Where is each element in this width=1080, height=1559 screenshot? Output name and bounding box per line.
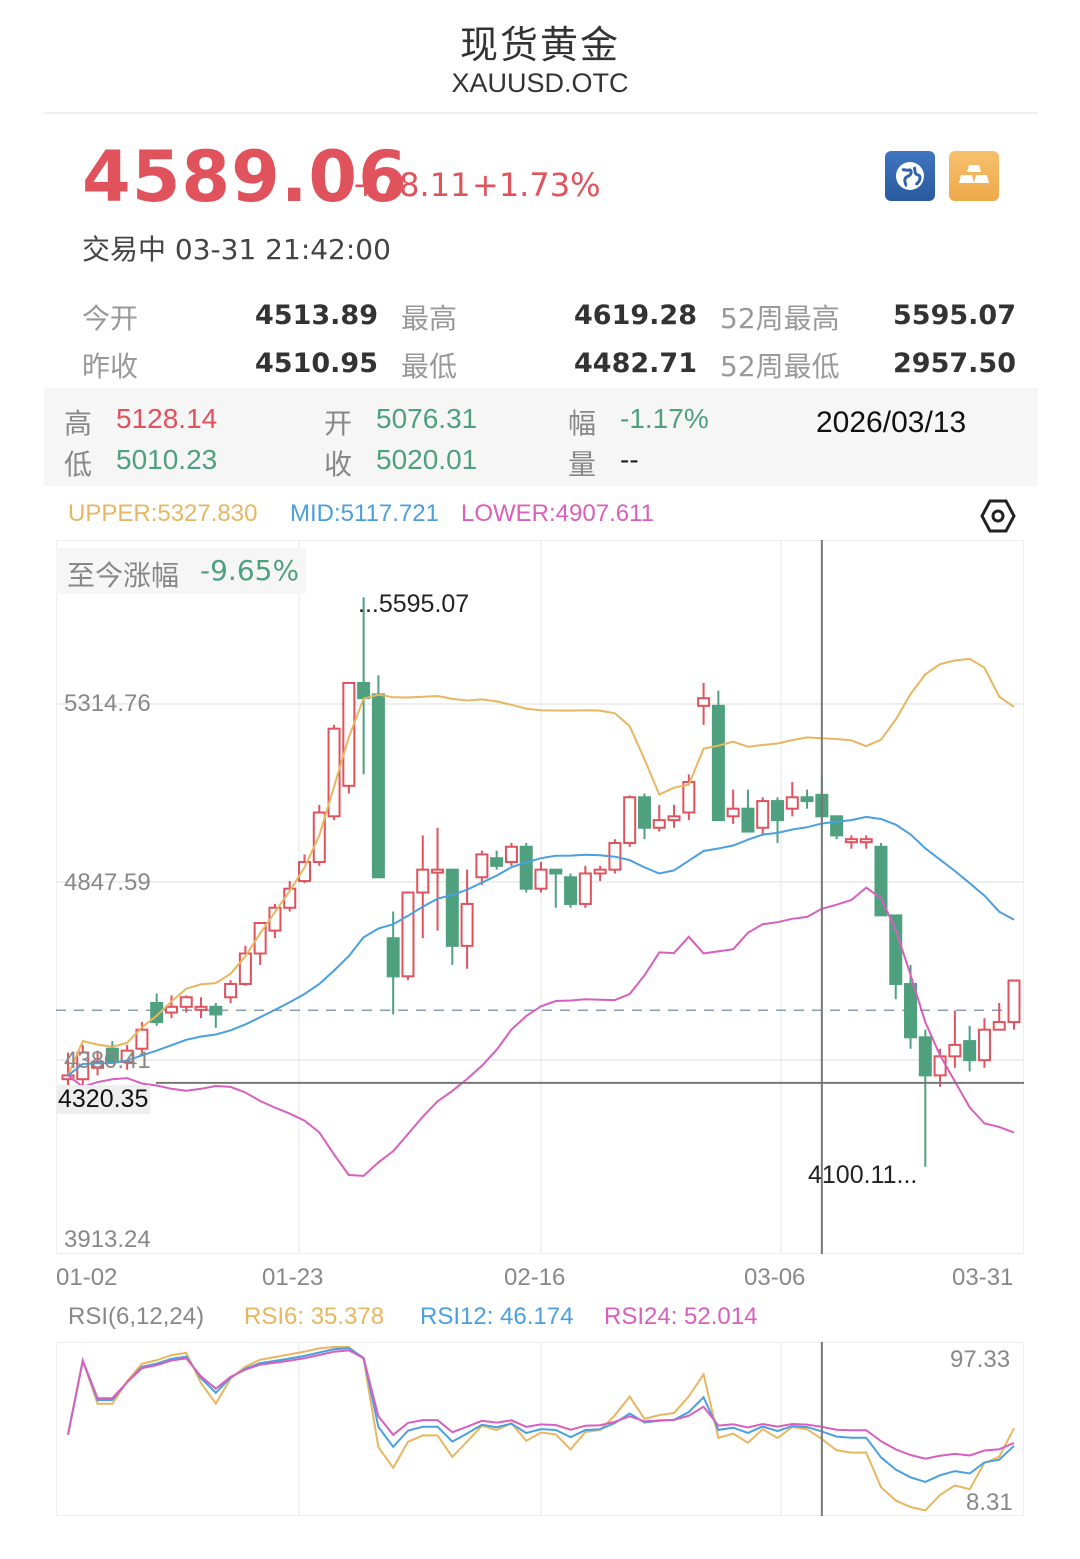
x-axis-label: 03-31 xyxy=(952,1264,1014,1291)
stat-label-high: 最高 xyxy=(401,302,458,335)
x-axis-label: 01-02 xyxy=(56,1264,118,1291)
x-axis-label: 01-23 xyxy=(262,1264,324,1291)
info-amp-label: 幅 xyxy=(568,407,597,440)
period-change-box: 至今涨幅 -9.65% xyxy=(56,548,306,594)
info-low-label: 低 xyxy=(64,448,93,481)
min-price-marker: 4100.11... xyxy=(808,1161,918,1189)
status-text: 交易中 xyxy=(82,233,167,266)
globe-icon[interactable] xyxy=(885,151,935,201)
x-axis-label: 02-16 xyxy=(504,1264,566,1291)
info-vol-value: -- xyxy=(620,444,639,475)
stat-label-52w-high: 52周最高 xyxy=(720,302,840,335)
boll-lower-legend: LOWER:4907.611 xyxy=(461,500,654,527)
symbol-code: XAUUSD.OTC xyxy=(451,68,629,98)
rsi-chart[interactable] xyxy=(56,1342,1024,1516)
info-open-value: 5076.31 xyxy=(376,403,478,434)
crosshair-price-label: 4320.35 xyxy=(56,1085,151,1114)
crosshair-info-panel: 高 5128.14 低 5010.23 开 5076.31 收 5020.01 … xyxy=(44,388,1038,486)
info-high-value: 5128.14 xyxy=(116,403,218,434)
price-change-pct: +1.73% xyxy=(472,166,601,204)
info-amp-value: -1.17% xyxy=(620,403,709,434)
rsi-title: RSI(6,12,24) xyxy=(68,1303,205,1330)
kline-chart[interactable] xyxy=(56,540,1024,1254)
page-title: 现货黄金 xyxy=(459,23,620,67)
stat-value-52w-low: 2957.50 xyxy=(893,348,1016,379)
info-low-value: 5010.23 xyxy=(116,444,218,475)
stat-label-prev-close: 昨收 xyxy=(82,350,139,383)
rsi-min-label: 8.31 xyxy=(966,1489,1013,1516)
rsi12-legend: RSI12: 46.174 xyxy=(420,1303,574,1330)
divider xyxy=(44,112,1038,114)
stat-label-low: 最低 xyxy=(401,350,458,383)
x-axis-label: 03-06 xyxy=(744,1264,806,1291)
price-change: +78.11 xyxy=(352,166,471,204)
y-axis-label: 3913.24 xyxy=(64,1226,151,1253)
info-date: 2026/03/13 xyxy=(816,406,967,439)
y-axis-label: 4847.59 xyxy=(64,869,151,896)
info-open-label: 开 xyxy=(324,407,353,440)
stat-value-open: 4513.89 xyxy=(255,300,378,331)
y-axis-label: 5314.76 xyxy=(64,690,151,717)
status-time: 03-31 21:42:00 xyxy=(174,233,391,266)
gold-bars-icon[interactable] xyxy=(949,151,999,201)
info-high-label: 高 xyxy=(64,407,93,440)
stat-value-high: 4619.28 xyxy=(574,300,697,331)
boll-upper-legend: UPPER:5327.830 xyxy=(68,500,258,527)
stat-value-52w-high: 5595.07 xyxy=(893,300,1016,331)
rsi24-legend: RSI24: 52.014 xyxy=(604,1303,758,1330)
stat-label-52w-low: 52周最低 xyxy=(720,350,840,383)
stat-value-low: 4482.71 xyxy=(574,348,697,379)
y-axis-label: 4380.41 xyxy=(64,1047,151,1074)
period-change-value: -9.65% xyxy=(200,554,300,587)
rsi-max-label: 97.33 xyxy=(950,1346,1011,1373)
stat-label-open: 今开 xyxy=(82,302,139,335)
stat-value-prev-close: 4510.95 xyxy=(255,348,378,379)
indicator-settings-icon[interactable] xyxy=(978,496,1018,536)
period-change-label: 至今涨幅 xyxy=(67,559,180,592)
last-price: 4589.06 xyxy=(82,136,408,218)
info-vol-label: 量 xyxy=(568,448,597,481)
max-price-marker: ...5595.07 xyxy=(358,590,470,618)
rsi6-legend: RSI6: 35.378 xyxy=(244,1303,385,1330)
info-close-label: 收 xyxy=(324,448,353,481)
boll-mid-legend: MID:5117.721 xyxy=(290,500,439,527)
trading-status: 交易中 03-31 21:42:00 xyxy=(82,228,391,268)
info-close-value: 5020.01 xyxy=(376,444,478,475)
